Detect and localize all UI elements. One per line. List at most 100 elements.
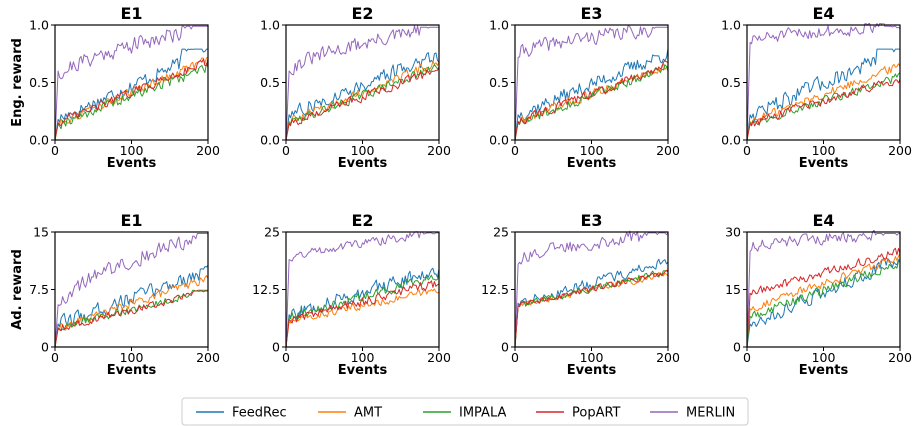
y-tick-label: 0.0 [721, 133, 741, 148]
series-group [747, 230, 900, 348]
x-tick-label: 100 [120, 350, 144, 365]
legend-label-merlin: MERLIN [686, 406, 735, 421]
row-1: Eng. reward E1 0 100 200 0.0 0.5 1.0 Events E2 0 10… [10, 4, 912, 171]
legend-label-feedrec: FeedRec [232, 406, 287, 421]
row-2: Ad. reward E1 0 100 200 0 7.5 15 Events E2 0 100 200… [10, 211, 912, 378]
y-tick-label: 0 [272, 340, 280, 355]
series-group [286, 25, 439, 141]
series-line-amt [515, 271, 668, 348]
series-line-feedrec [747, 48, 900, 141]
series-line-feedrec [515, 48, 668, 141]
y-tick-label: 25 [264, 225, 280, 240]
panel-e1-row-2: E1 0 100 200 0 7.5 15 Events [29, 211, 220, 378]
series-line-merlin [515, 24, 668, 141]
x-axis-label: Events [567, 156, 617, 171]
panel-e1-row-1: E1 0 100 200 0.0 0.5 1.0 Events [29, 4, 220, 171]
series-line-amt [286, 60, 439, 141]
series-line-popart [747, 247, 900, 348]
x-tick-label: 200 [427, 143, 451, 158]
x-tick-label: 0 [282, 350, 290, 365]
y-tick-label: 0.0 [260, 133, 280, 148]
series-group [515, 24, 668, 141]
y-tick-label: 0 [733, 340, 741, 355]
series-line-impala [286, 273, 439, 348]
series-line-impala [515, 64, 668, 141]
panel-title: E3 [580, 4, 602, 23]
plot-frame [54, 231, 209, 348]
panel-e2-row-2: E2 0 100 200 0 12.5 25 Events [252, 211, 451, 378]
panel-title: E2 [351, 4, 373, 23]
x-tick-label: 100 [351, 350, 375, 365]
series-group [286, 231, 439, 348]
y-tick-label: 1.0 [29, 18, 49, 33]
y-tick-label: 15 [33, 225, 49, 240]
y-tick-label: 1.0 [260, 18, 280, 33]
series-line-feedrec [515, 258, 668, 348]
y-tick-label: 1.0 [489, 18, 509, 33]
x-tick-label: 0 [743, 350, 751, 365]
panel-e4-row-2: E4 0 100 200 0 15 30 Events [725, 211, 912, 378]
x-axis-label: Events [799, 156, 849, 171]
x-axis-label: Events [338, 363, 388, 378]
x-axis-label: Events [567, 363, 617, 378]
plot-frame [285, 24, 440, 141]
series-line-popart [747, 79, 900, 141]
panel-title: E2 [351, 211, 373, 230]
y-tick-label: 0 [41, 340, 49, 355]
series-line-popart [515, 60, 668, 141]
legend-label-popart: PopART [572, 406, 621, 421]
panel-title: E4 [812, 211, 834, 230]
y-tick-label: 0.5 [721, 75, 741, 90]
legend-label-amt: AMT [354, 406, 382, 421]
series-line-impala [747, 260, 900, 348]
y-tick-label: 0.0 [489, 133, 509, 148]
y-tick-label: 15 [725, 282, 741, 297]
x-tick-label: 200 [427, 350, 451, 365]
y-axis-label: Ad. reward [10, 249, 25, 330]
y-tick-label: 12.5 [481, 282, 509, 297]
series-line-feedrec [286, 52, 439, 141]
series-line-popart [515, 269, 668, 348]
x-axis-label: Events [107, 363, 157, 378]
series-line-popart [55, 58, 208, 141]
x-tick-label: 0 [51, 350, 59, 365]
y-axis-label: Eng. reward [10, 38, 25, 127]
series-line-merlin [55, 25, 208, 141]
plot-frame [54, 24, 209, 141]
x-tick-label: 0 [511, 143, 519, 158]
series-line-amt [747, 252, 900, 348]
x-axis-label: Events [799, 363, 849, 378]
legend-label-impala: IMPALA [459, 406, 506, 421]
series-line-amt [55, 56, 208, 141]
panel-title: E1 [120, 211, 142, 230]
x-axis-label: Events [107, 156, 157, 171]
x-tick-label: 100 [812, 143, 836, 158]
y-tick-label: 25 [493, 225, 509, 240]
x-tick-label: 100 [812, 350, 836, 365]
series-line-merlin [515, 230, 668, 348]
panel-e2-row-1: E2 0 100 200 0.0 0.5 1.0 Events [260, 4, 451, 171]
y-tick-label: 12.5 [252, 282, 280, 297]
series-line-merlin [55, 233, 208, 348]
series-line-feedrec [747, 258, 900, 348]
x-tick-label: 0 [743, 143, 751, 158]
x-tick-label: 200 [888, 350, 912, 365]
panel-e3-row-2: E3 0 100 200 0 12.5 25 Events [481, 211, 680, 378]
x-tick-label: 200 [196, 143, 220, 158]
x-tick-label: 200 [888, 143, 912, 158]
x-tick-label: 0 [282, 143, 290, 158]
plot-frame [285, 231, 440, 348]
panel-title: E4 [812, 4, 834, 23]
series-group [747, 23, 900, 141]
x-tick-label: 0 [511, 350, 519, 365]
y-tick-label: 0 [501, 340, 509, 355]
panel-e3-row-1: E3 0 100 200 0.0 0.5 1.0 Events [489, 4, 680, 171]
x-tick-label: 200 [656, 350, 680, 365]
y-tick-label: 7.5 [29, 282, 49, 297]
series-line-popart [55, 290, 208, 348]
x-tick-label: 100 [120, 143, 144, 158]
series-line-popart [286, 66, 439, 141]
series-group [55, 233, 208, 348]
series-line-amt [515, 63, 668, 141]
